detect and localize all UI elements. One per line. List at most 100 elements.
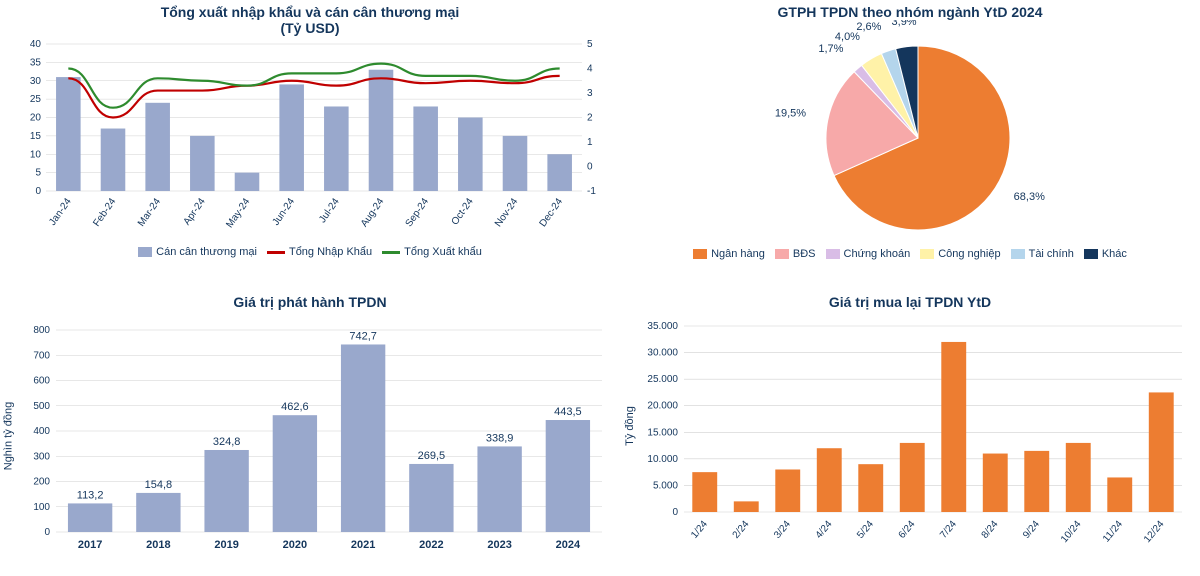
legend-item: BĐS (775, 248, 816, 260)
svg-text:Jan-24: Jan-24 (47, 196, 74, 228)
svg-text:3,9%: 3,9% (892, 20, 917, 28)
svg-text:1: 1 (587, 137, 593, 148)
svg-text:100: 100 (33, 502, 50, 513)
legend-bar: Cán cân thương mại (138, 246, 257, 258)
svg-text:4: 4 (587, 64, 593, 75)
svg-text:6/24: 6/24 (897, 519, 918, 541)
svg-text:11/24: 11/24 (1101, 519, 1125, 545)
legend-item: Tài chính (1011, 248, 1074, 260)
svg-text:0: 0 (35, 186, 41, 197)
chart2-title: GTPH TPDN theo nhóm ngành YtD 2024 (628, 4, 1192, 20)
svg-text:154,8: 154,8 (145, 479, 173, 491)
svg-text:2021: 2021 (351, 539, 375, 551)
svg-text:Mar-24: Mar-24 (136, 196, 163, 229)
svg-text:19,5%: 19,5% (775, 107, 806, 119)
legend-item: Ngân hàng (693, 248, 765, 260)
svg-text:Aug-24: Aug-24 (359, 196, 387, 229)
svg-text:5.000: 5.000 (653, 480, 678, 491)
svg-text:2/24: 2/24 (731, 519, 752, 541)
svg-text:15: 15 (30, 131, 42, 142)
svg-text:200: 200 (33, 477, 50, 488)
svg-text:700: 700 (33, 350, 50, 361)
svg-text:2,6%: 2,6% (856, 21, 881, 33)
legend-import: Tổng Nhập Khẩu (267, 246, 372, 258)
legend-item: Chứng khoán (826, 248, 911, 260)
svg-text:2023: 2023 (487, 539, 511, 551)
svg-text:12/24: 12/24 (1142, 519, 1167, 546)
svg-text:Jun-24: Jun-24 (271, 196, 298, 228)
svg-text:5: 5 (587, 39, 593, 50)
svg-text:5/24: 5/24 (855, 519, 876, 541)
svg-text:3/24: 3/24 (772, 519, 793, 541)
chart3-ylabel: Nghìn tỷ đồng (2, 402, 14, 471)
svg-text:30: 30 (30, 76, 42, 87)
svg-text:Apr-24: Apr-24 (182, 196, 208, 227)
legend-item: Khác (1084, 248, 1127, 260)
svg-text:0: 0 (44, 527, 50, 538)
svg-text:Feb-24: Feb-24 (91, 196, 118, 229)
legend-item: Công nghiệp (920, 248, 1000, 260)
svg-text:35.000: 35.000 (647, 321, 678, 332)
svg-text:4/24: 4/24 (814, 519, 835, 541)
svg-text:0: 0 (587, 162, 593, 173)
issuance-bar-chart: Giá trị phát hành TPDN Nghìn tỷ đồng 0 10… (0, 290, 620, 576)
svg-text:20: 20 (30, 113, 42, 124)
svg-text:Jul-24: Jul-24 (317, 196, 342, 225)
svg-text:Dec-24: Dec-24 (538, 196, 566, 229)
svg-text:10/24: 10/24 (1059, 519, 1084, 546)
chart1-title: Tổng xuất nhập khẩu và cán cân thương mạ… (8, 4, 612, 36)
svg-text:10: 10 (30, 149, 42, 160)
buyback-bar-chart: Giá trị mua lại TPDN YtD Tỷ đồng 0 5.000 1… (620, 290, 1200, 576)
svg-text:1,7%: 1,7% (818, 43, 843, 55)
chart2-legend: Ngân hàng BĐS Chứng khoán Công nghiệp Tài ch… (628, 248, 1192, 260)
svg-text:9/24: 9/24 (1021, 519, 1042, 541)
svg-text:2: 2 (587, 113, 593, 124)
svg-text:35: 35 (30, 57, 42, 68)
svg-text:25: 25 (30, 94, 42, 105)
svg-text:May-24: May-24 (224, 196, 252, 230)
svg-text:3: 3 (587, 88, 593, 99)
svg-text:1/24: 1/24 (689, 519, 710, 541)
svg-text:742,7: 742,7 (349, 330, 377, 342)
svg-text:7/24: 7/24 (938, 519, 959, 541)
chart2-svg: 68,3%19,5%1,7%4,0%2,6%3,9% (628, 20, 1192, 248)
svg-text:443,5: 443,5 (554, 406, 582, 418)
svg-text:500: 500 (33, 401, 50, 412)
svg-text:600: 600 (33, 376, 50, 387)
svg-text:400: 400 (33, 426, 50, 437)
svg-text:0: 0 (672, 507, 678, 518)
svg-text:40: 40 (30, 39, 42, 50)
svg-text:Oct-24: Oct-24 (450, 196, 476, 227)
sector-pie-chart: GTPH TPDN theo nhóm ngành YtD 2024 68,3%… (620, 0, 1200, 290)
svg-text:462,6: 462,6 (281, 401, 309, 413)
svg-text:2022: 2022 (419, 539, 443, 551)
legend-export: Tổng Xuất khẩu (382, 246, 482, 258)
chart4-title: Giá trị mua lại TPDN YtD (628, 294, 1192, 310)
svg-text:338,9: 338,9 (486, 432, 514, 444)
svg-text:2020: 2020 (283, 539, 307, 551)
svg-text:20.000: 20.000 (647, 401, 678, 412)
chart3-title: Giá trị phát hành TPDN (8, 294, 612, 310)
trade-balance-chart: Tổng xuất nhập khẩu và cán cân thương mạ… (0, 0, 620, 290)
svg-text:68,3%: 68,3% (1014, 191, 1045, 203)
svg-text:2019: 2019 (214, 539, 238, 551)
chart4-ylabel: Tỷ đồng (624, 406, 636, 446)
chart1-legend: Cán cân thương mại Tổng Nhập Khẩu Tổng X… (8, 246, 612, 258)
svg-text:Sep-24: Sep-24 (404, 196, 432, 229)
svg-text:2024: 2024 (556, 539, 581, 551)
svg-text:5: 5 (35, 168, 41, 179)
svg-text:324,8: 324,8 (213, 436, 241, 448)
svg-text:800: 800 (33, 325, 50, 336)
svg-text:30.000: 30.000 (647, 348, 678, 359)
svg-text:25.000: 25.000 (647, 374, 678, 385)
svg-text:-1: -1 (587, 186, 596, 197)
svg-text:8/24: 8/24 (980, 519, 1001, 541)
svg-text:300: 300 (33, 451, 50, 462)
chart4-svg: 0 5.000 10.000 15.000 20.000 25.000 30.000 35.0… (628, 310, 1192, 560)
svg-text:2017: 2017 (78, 539, 102, 551)
svg-text:10.000: 10.000 (647, 454, 678, 465)
svg-text:15.000: 15.000 (647, 427, 678, 438)
svg-text:Nov-24: Nov-24 (493, 196, 521, 229)
svg-text:2018: 2018 (146, 539, 170, 551)
svg-text:113,2: 113,2 (77, 489, 104, 501)
